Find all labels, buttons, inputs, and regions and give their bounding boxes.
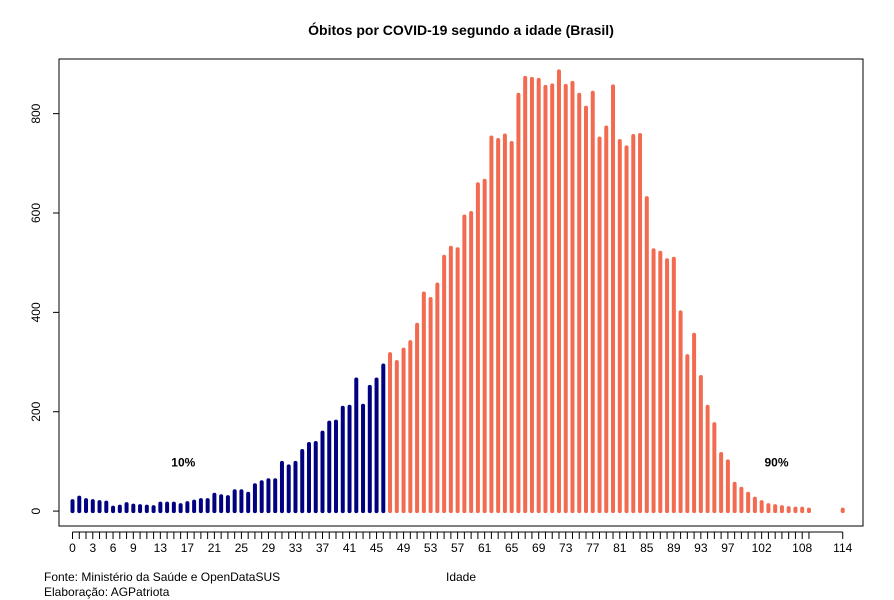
x-tick-label-57: 57: [451, 541, 465, 555]
x-tick-label-49: 49: [397, 541, 411, 555]
x-tick-label-37: 37: [316, 541, 330, 555]
x-tick-label-9: 9: [130, 541, 137, 555]
footer-source: Fonte: Ministério da Saúde e OpenDataSUS: [44, 570, 281, 584]
x-axis: 0 3 6 9 13 17 21 25 29 33 37 41 45 49 53 57 61 65 69 73 77 81…: [69, 531, 853, 555]
x-tick-label-3: 3: [89, 541, 96, 555]
x-tick-label-77: 77: [586, 541, 600, 555]
footer-author: Elaboração: AGPatriota: [44, 585, 170, 599]
x-tick-label-69: 69: [532, 541, 546, 555]
x-tick-label-53: 53: [424, 541, 438, 555]
x-tick-label-6: 6: [110, 541, 117, 555]
x-tick-label-65: 65: [505, 541, 519, 555]
x-tick-label-73: 73: [559, 541, 573, 555]
x-tick-label-114: 114: [833, 541, 852, 555]
y-tick-label-600: 600: [29, 203, 43, 223]
bars-group: [70, 69, 845, 514]
plot-frame: [58, 58, 864, 527]
chart-title: Óbitos por COVID-19 segundo a idade (Bra…: [308, 21, 614, 38]
annotation-low: 10%: [171, 455, 195, 469]
x-tick-label-13: 13: [154, 541, 168, 555]
x-tick-label-41: 41: [343, 541, 357, 555]
x-tick-label-61: 61: [478, 541, 492, 555]
x-tick-label-93: 93: [694, 541, 708, 555]
x-tick-label-45: 45: [370, 541, 384, 555]
annotations-group: 10% 90%: [171, 455, 789, 469]
annotation-high: 90%: [765, 455, 789, 469]
x-tick-label-108: 108: [792, 541, 812, 555]
y-tick-label-800: 800: [29, 103, 43, 123]
x-axis-label: Idade: [446, 570, 476, 584]
y-tick-label-0: 0: [29, 507, 43, 514]
x-tick-label-85: 85: [640, 541, 654, 555]
y-axis: 0 200 400 600 800: [29, 103, 59, 514]
x-tick-label-89: 89: [667, 541, 681, 555]
y-tick-label-200: 200: [29, 401, 43, 421]
x-tick-label-97: 97: [721, 541, 735, 555]
x-tick-label-81: 81: [613, 541, 627, 555]
x-tick-label-29: 29: [262, 541, 276, 555]
x-tick-label-33: 33: [289, 541, 303, 555]
x-tick-label-17: 17: [181, 541, 195, 555]
x-tick-label-21: 21: [208, 541, 222, 555]
x-tick-label-102: 102: [752, 541, 772, 555]
x-tick-label-0: 0: [69, 541, 76, 555]
x-tick-label-25: 25: [235, 541, 249, 555]
y-tick-label-400: 400: [29, 302, 43, 322]
